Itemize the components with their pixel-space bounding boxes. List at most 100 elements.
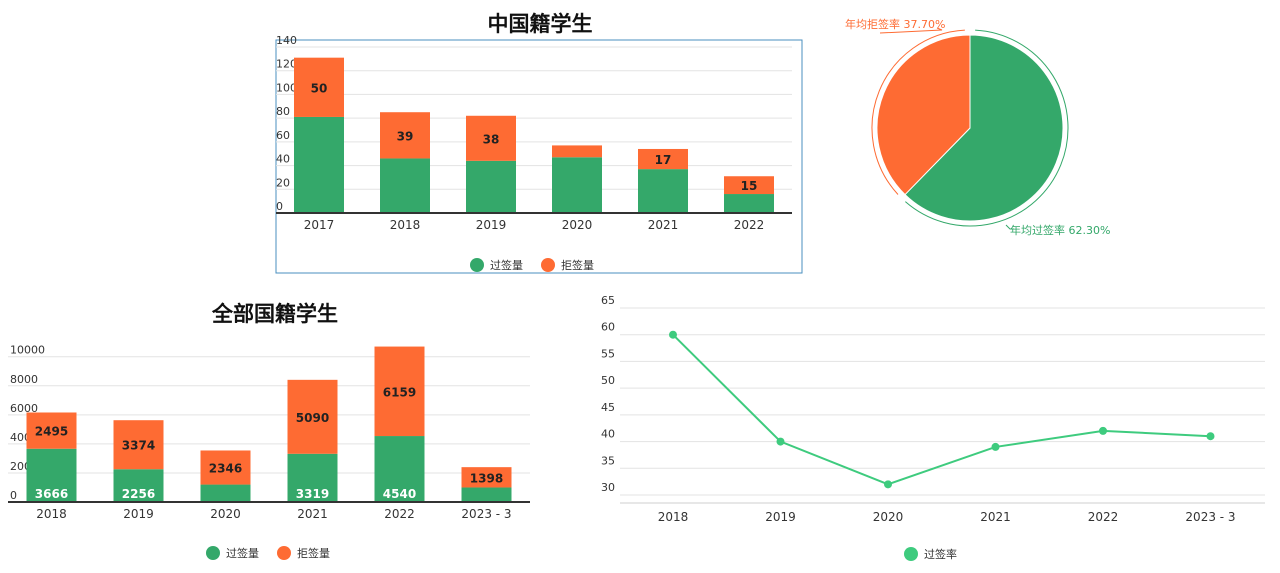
pie-bracket (905, 29, 1069, 227)
data-point (991, 442, 1000, 451)
x-tick-label: 2023 - 3 (461, 507, 511, 521)
data-label-reject: 2495 (35, 425, 68, 439)
data-label-pass: 4540 (383, 487, 416, 501)
data-point (669, 330, 677, 339)
y-tick-label: 45 (601, 401, 615, 414)
bar-reject (287, 379, 338, 454)
pie-slice-reject (876, 34, 971, 196)
legend-rate-swatch (904, 547, 918, 561)
x-tick-label: 2020 (562, 218, 593, 232)
bar-reject (380, 112, 430, 159)
y-tick-label: 35 (601, 454, 615, 467)
data-label-pass: 2256 (122, 487, 155, 501)
x-tick-label: 2019 (476, 218, 507, 232)
data-label-reject: 3374 (122, 439, 155, 453)
legend: 过签率 (904, 546, 957, 562)
data-label-reject: 39 (397, 129, 414, 143)
x-tick-label: 2020 (873, 510, 904, 524)
data-point (884, 480, 892, 489)
x-tick-label: 2022 (384, 507, 415, 521)
pie-slice-pass (904, 34, 1064, 222)
data-label-reject: 38 (483, 132, 500, 146)
legend-reject-label: 拒签量 (561, 259, 594, 272)
bar-reject (724, 176, 774, 195)
y-tick-label: 50 (601, 374, 615, 387)
y-tick-label: 0 (276, 200, 283, 213)
legend: 过签量 拒签量 (206, 545, 330, 561)
chart-pie: 年均过签率 62.30% 年均拒签率 37.70% (820, 0, 1260, 280)
bar-pass (461, 487, 512, 502)
x-tick-label: 2023 - 3 (1185, 510, 1235, 524)
x-tick-label: 2018 (36, 507, 67, 521)
leader-line (1005, 224, 1014, 230)
legend-rate-label: 过签率 (924, 548, 957, 561)
y-tick-label: 30 (601, 481, 615, 494)
y-tick-label: 10000 (10, 344, 45, 357)
legend-pass-swatch (206, 546, 220, 560)
y-tick-label: 60 (276, 129, 290, 142)
x-tick-label: 2018 (390, 218, 421, 232)
bar-pass (724, 194, 774, 213)
bar-reject (26, 412, 77, 449)
pie-bracket (871, 29, 965, 195)
bar-pass (638, 169, 688, 213)
bar-pass (374, 436, 425, 502)
y-tick-label: 40 (601, 428, 615, 441)
series-line (672, 334, 1211, 486)
legend: 过签量 拒签量 (470, 257, 594, 273)
bar-reject (200, 450, 251, 485)
bar-pass (113, 469, 164, 502)
bar-chart-all-svg: 0200040006000800010000366624952018225633… (8, 344, 530, 521)
pie-chart-svg: 年均过签率 62.30% 年均拒签率 37.70% (845, 17, 1110, 237)
pie-label-reject: 年均拒签率 37.70% (845, 17, 945, 31)
y-tick-label: 40 (276, 153, 290, 166)
line-chart-svg: 30 35 40 45 50 55 60 65 2018 2019 2020 2021 2022 2023… (601, 294, 1265, 524)
x-tick-label: 2021 (297, 507, 328, 521)
data-label-pass: 3319 (296, 487, 329, 501)
data-label-reject: 6159 (383, 385, 416, 399)
legend-reject-swatch (541, 258, 555, 272)
data-point (776, 437, 785, 446)
bar-pass (466, 160, 516, 213)
legend-reject-swatch (277, 546, 291, 560)
y-tick-label: 120 (276, 58, 297, 71)
data-label-reject: 2346 (209, 462, 242, 476)
bar-pass (380, 158, 430, 213)
data-label-reject: 1398 (470, 471, 503, 485)
chart-chinese-students: 中国籍学生 0 20 40 60 80 100 120 140 50 2017 39 2018 38 20… (0, 0, 810, 280)
legend-reject-label: 拒签量 (297, 547, 330, 560)
y-tick-label: 6000 (10, 402, 38, 415)
y-tick-label: 0 (10, 489, 17, 502)
x-tick-label: 2022 (734, 218, 765, 232)
data-point (1099, 426, 1107, 435)
y-tick-label: 20 (276, 176, 290, 189)
data-label-reject: 17 (655, 153, 672, 167)
x-tick-label: 2021 (980, 510, 1011, 524)
x-tick-label: 2018 (658, 510, 689, 524)
leader-line (879, 27, 943, 34)
bar-pass (294, 116, 344, 213)
bar-pass (552, 157, 602, 213)
bar-reject (638, 148, 688, 170)
y-tick-label: 60 (601, 321, 615, 334)
bar-reject (552, 145, 602, 158)
chart-frame (275, 39, 803, 274)
bar-reject (113, 420, 164, 470)
x-tick-label: 2019 (765, 510, 796, 524)
bar-reject (466, 115, 516, 161)
y-tick-label: 8000 (10, 373, 38, 386)
chart-title: 全部国籍学生 (212, 302, 338, 326)
x-tick-label: 2020 (210, 507, 241, 521)
legend-pass-label: 过签量 (490, 259, 523, 272)
data-label-reject: 50 (311, 81, 328, 95)
chart-pass-rate: 30 35 40 45 50 55 60 65 2018 2019 2020 2021 2022 2023… (580, 290, 1270, 573)
y-tick-label: 100 (276, 81, 297, 94)
bar-chart-cn-svg: 0 20 40 60 80 100 120 140 50 2017 39 2018 38 2019 2020… (275, 34, 803, 274)
data-label-reject: 15 (741, 179, 758, 193)
chart-title: 中国籍学生 (487, 12, 593, 36)
x-tick-label: 2017 (304, 218, 335, 232)
x-tick-label: 2021 (648, 218, 679, 232)
bar-pass (26, 448, 77, 502)
bar-reject (374, 346, 425, 437)
data-label-reject: 5090 (296, 411, 329, 425)
